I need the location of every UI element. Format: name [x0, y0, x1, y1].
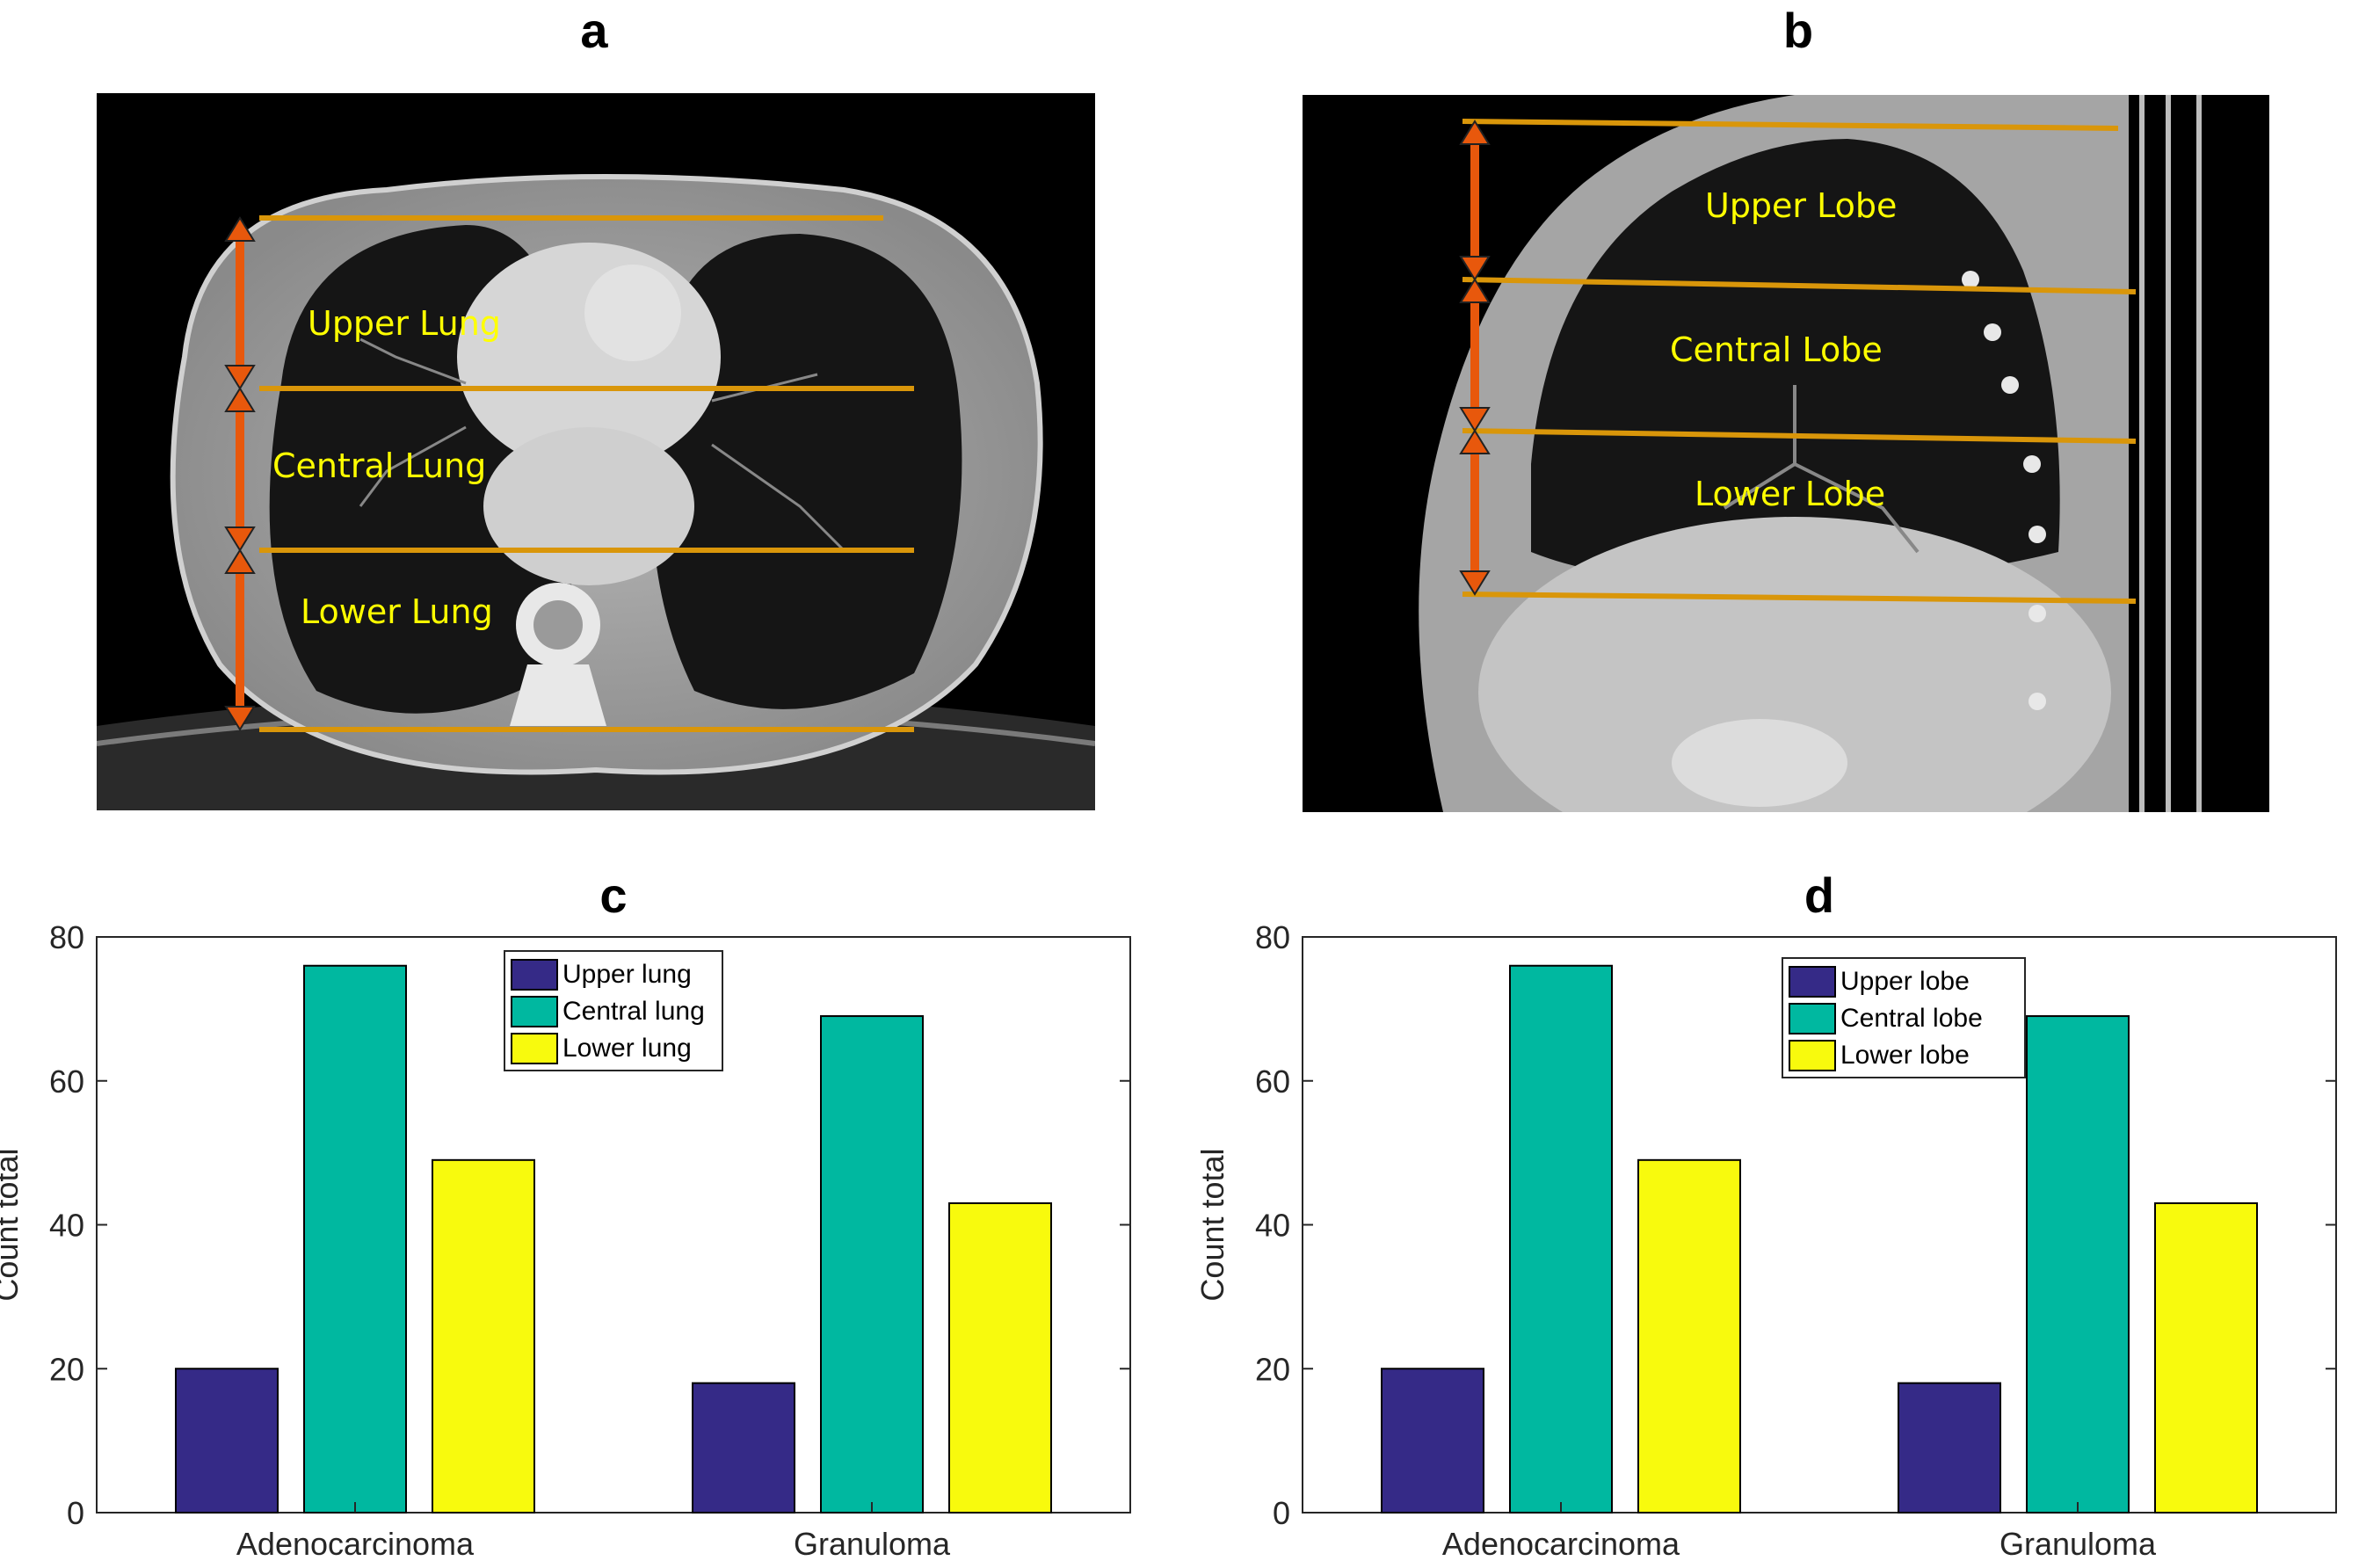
ct-sagittal-label-upper: Upper Lobe: [1705, 186, 1898, 225]
ct-sagittal-image: Upper Lobe Central Lobe Lower Lobe: [1303, 95, 2269, 812]
chart-c-bar-0-1: [303, 964, 407, 1514]
chart-d-title: d: [1804, 867, 1834, 923]
chart-d-ytick-label-0: 0: [1273, 1495, 1290, 1531]
chart-d-bar-0-2: [1637, 1158, 1741, 1514]
chart-c-ytick-label-1: 20: [49, 1351, 84, 1387]
ct-sagittal-label-lower: Lower Lobe: [1695, 475, 1886, 513]
chart-c-bar-1-1: [820, 1015, 924, 1514]
chart-d-ytick-label-3: 60: [1255, 1063, 1290, 1100]
chart-c-xtick-label-1: Granuloma: [794, 1526, 951, 1562]
chart-d-bar-1-1: [2026, 1015, 2130, 1514]
chart-c-bar-1-0: [692, 1382, 795, 1514]
chart-c-legend-swatch-2: [511, 1033, 558, 1064]
panel-label-b: b: [1782, 3, 1814, 58]
chart-c-ylabel: Count total: [0, 1148, 25, 1301]
chart-c-bar-1-2: [948, 1201, 1052, 1514]
ct-axial-label-central: Central Lung: [272, 446, 487, 485]
chart-c-bar-0-0: [175, 1368, 279, 1514]
bar-chart-c: c 0 20 40 60 80 Count total Adenocarcinoma Granu…: [0, 853, 1183, 1568]
bar-chart-d: d 0 20 40 60 80 Count total Adenocarcinoma Granu…: [1183, 853, 2366, 1568]
ct-sagittal-label-central: Central Lobe: [1670, 330, 1883, 369]
panel-label-a: a: [580, 3, 608, 58]
chart-d-legend-swatch-1: [1789, 1003, 1836, 1034]
chart-c-ytick-label-4: 80: [49, 919, 84, 955]
chart-d-bar-1-2: [2154, 1201, 2258, 1514]
chart-c-ytick-label-2: 40: [49, 1208, 84, 1244]
chart-d-ylabel: Count total: [1194, 1148, 1230, 1301]
chart-d-legend-label-0: Upper lobe: [1840, 967, 1970, 996]
chart-c-legend-label-1: Central lung: [562, 997, 705, 1026]
ct-sagittal-guides: [1462, 119, 2137, 604]
ct-axial-guides: [259, 215, 914, 732]
ct-axial-label-upper: Upper Lung: [308, 304, 501, 343]
chart-c-ytick-label-0: 0: [67, 1495, 84, 1531]
chart-d-legend-swatch-0: [1789, 966, 1836, 998]
chart-c-ytick-label-3: 60: [49, 1063, 84, 1100]
chart-d-xtick-label-0: Adenocarcinoma: [1442, 1526, 1680, 1562]
ct-axial-image: Upper Lung Central Lung Lower Lung: [97, 93, 1095, 810]
chart-d-legend-label-2: Lower lobe: [1840, 1041, 1970, 1070]
ct-axial-label-lower: Lower Lung: [301, 592, 493, 631]
chart-c-legend-swatch-0: [511, 959, 558, 991]
chart-d-ytick-label-2: 40: [1255, 1208, 1290, 1244]
chart-d-ytick-label-4: 80: [1255, 919, 1290, 955]
bar-chart-c-svg: c 0 20 40 60 80 Count total Adenocarcinoma Granu…: [0, 867, 1131, 1562]
chart-d-bar-1-0: [1898, 1382, 2001, 1514]
chart-c-title: c: [599, 867, 627, 923]
chart-d-xtick-label-1: Granuloma: [1999, 1526, 2157, 1562]
chart-c-bar-0-2: [432, 1158, 535, 1514]
chart-d-legend-swatch-2: [1789, 1040, 1836, 1071]
chart-c-legend-label-2: Lower lung: [562, 1034, 692, 1063]
chart-d-bar-0-0: [1381, 1368, 1484, 1514]
chart-d-ytick-label-1: 20: [1255, 1351, 1290, 1387]
chart-c-legend-label-0: Upper lung: [562, 960, 692, 989]
chart-c-legend-swatch-1: [511, 996, 558, 1027]
chart-d-bar-0-1: [1509, 964, 1613, 1514]
chart-c-xtick-label-0: Adenocarcinoma: [236, 1526, 475, 1562]
chart-d-legend-label-1: Central lobe: [1840, 1004, 1983, 1033]
bar-chart-d-svg: d 0 20 40 60 80 Count total Adenocarcinoma Granu…: [1194, 867, 2337, 1562]
